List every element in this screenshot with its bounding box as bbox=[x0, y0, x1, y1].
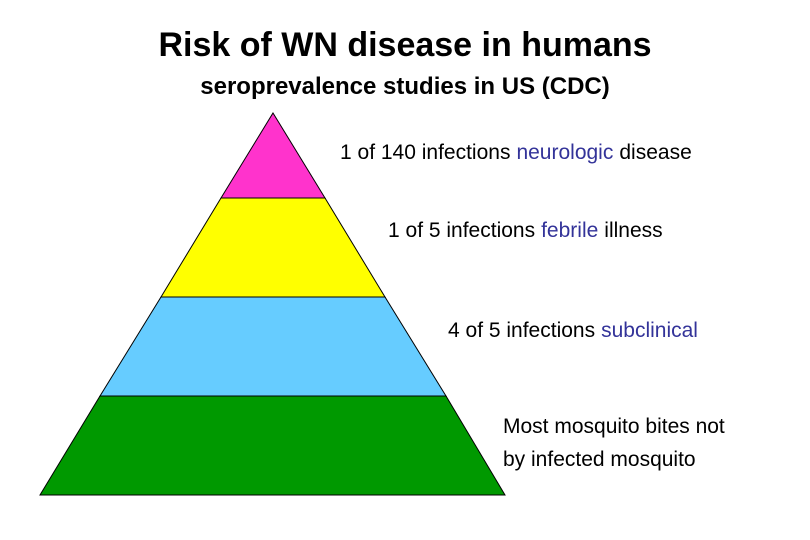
pyramid-level-base bbox=[39, 395, 506, 496]
label-line: by infected mosquito bbox=[503, 448, 696, 471]
label-highlight: subclinical bbox=[601, 319, 698, 342]
level-label: 4 of 5 infections subclinical bbox=[448, 314, 698, 347]
label-text: 1 of 140 infections bbox=[340, 141, 511, 164]
level-label: Most mosquito bites not by infected mosq… bbox=[503, 410, 725, 476]
label-line: Most mosquito bites not bbox=[503, 415, 725, 438]
label-highlight: febrile bbox=[541, 219, 599, 242]
pyramid-level-3 bbox=[99, 296, 447, 397]
label-highlight: neurologic bbox=[516, 141, 614, 164]
label-text: 4 of 5 infections bbox=[448, 319, 596, 342]
level-label: 1 of 5 infections febrile illness bbox=[388, 214, 663, 247]
pyramid-level-top bbox=[220, 112, 326, 199]
label-text: illness bbox=[604, 219, 663, 242]
level-label: 1 of 140 infections neurologic disease bbox=[340, 136, 692, 169]
subtitle: seroprevalence studies in US (CDC) bbox=[200, 73, 610, 100]
label-text: 1 of 5 infections bbox=[388, 219, 536, 242]
title: Risk of WN disease in humans bbox=[158, 26, 652, 64]
label-text: disease bbox=[619, 141, 692, 164]
pyramid-level-2 bbox=[160, 197, 386, 298]
